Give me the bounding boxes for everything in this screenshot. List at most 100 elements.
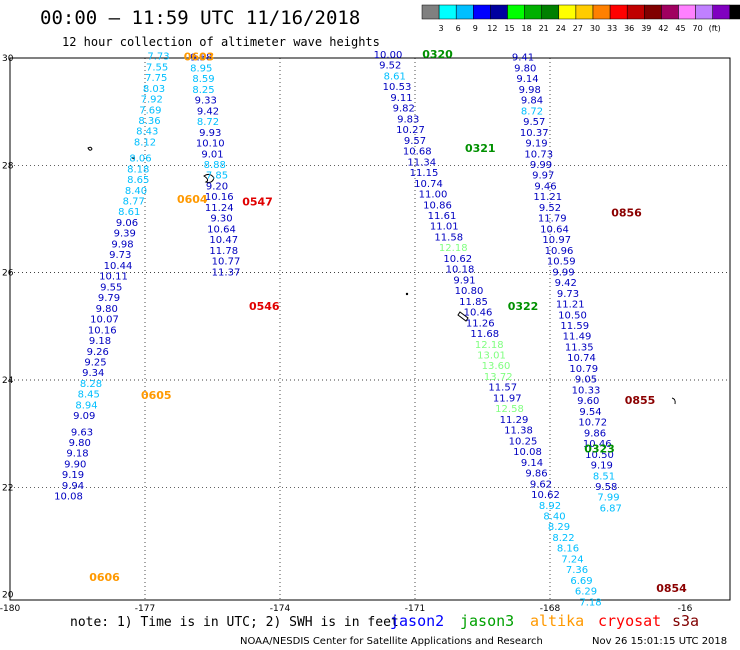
- wave-height-label: 10.68: [403, 147, 432, 158]
- wave-height-label: 9.98: [519, 85, 541, 96]
- wave-height-label: 9.18: [89, 336, 111, 347]
- wave-height-label: 9.42: [555, 278, 577, 289]
- wave-height-label: 11.29: [500, 415, 529, 426]
- scale-swatch: [678, 4, 696, 20]
- wave-height-label: 13.72: [484, 372, 513, 383]
- wave-height-label: 9.63: [71, 427, 93, 438]
- footer-note: note: 1) Time is in UTC; 2) SWH is in fe…: [70, 615, 399, 630]
- scale-label: (ft): [709, 24, 721, 33]
- legend-altika: altika: [530, 612, 584, 630]
- wave-height-label: 11.97: [493, 393, 522, 404]
- wave-height-label: 8.40: [125, 186, 147, 197]
- scale-label: 45: [675, 24, 685, 33]
- wave-height-label: 11.24: [205, 203, 234, 214]
- pass-time-cryosat: 0547: [242, 196, 273, 209]
- wave-height-label: 11.26: [466, 318, 495, 329]
- wave-height-label: 9.82: [393, 104, 415, 115]
- wave-height-label: 10.72: [578, 418, 607, 429]
- scale-label: 15: [504, 24, 514, 33]
- wave-height-label: 8.22: [552, 533, 574, 544]
- scale-label: 33: [607, 24, 617, 33]
- wave-height-label: 8.92: [539, 501, 561, 512]
- wave-height-label: 9.06: [116, 218, 138, 229]
- legend-s3a: s3a: [672, 612, 699, 630]
- wave-height-label: 9.94: [62, 481, 84, 492]
- wave-height-label: 10.53: [383, 82, 412, 93]
- wave-height-label: 10.86: [423, 200, 452, 211]
- wave-height-label: 10.64: [540, 224, 569, 235]
- wave-height-label: 9.73: [557, 289, 579, 300]
- wave-height-label: 10.16: [88, 325, 117, 336]
- wave-height-label: 12.58: [495, 404, 524, 415]
- scale-swatch: [695, 4, 713, 20]
- wave-height-label: 10.10: [196, 139, 225, 150]
- lat-tick-label: 28: [2, 161, 14, 171]
- wave-height-label: 9.80: [514, 63, 536, 74]
- wave-height-label: 8.16: [557, 544, 579, 555]
- wave-height-label: 10.00: [374, 50, 403, 61]
- wave-height-label: 11.58: [434, 232, 463, 243]
- wave-height-label: 9.73: [109, 250, 131, 261]
- pass-time-s3a: 0855: [625, 394, 656, 407]
- wave-height-label: 10.33: [572, 385, 601, 396]
- lon-tick-label: -180: [0, 604, 20, 614]
- wave-height-label: 8.72: [521, 106, 543, 117]
- wave-height-label: 10.50: [585, 450, 614, 461]
- wave-height-label: 9.98: [111, 239, 133, 250]
- wave-height-label: 9.57: [404, 136, 426, 147]
- wave-height-label: 9.83: [397, 114, 419, 125]
- wave-height-label: 9.57: [523, 117, 545, 128]
- map-frame: [9, 57, 731, 601]
- legend-cryosat: cryosat: [598, 612, 661, 630]
- wave-height-label: 9.18: [66, 449, 88, 460]
- pass-time-jason3: 0320: [422, 48, 453, 61]
- wave-height-label: 8.94: [75, 400, 97, 411]
- pass-time-jason3: 0323: [584, 442, 615, 455]
- wave-height-label: 9.52: [379, 61, 401, 72]
- wave-height-label: 10.96: [545, 246, 574, 257]
- footer-credit: NOAA/NESDIS Center for Satellite Applica…: [240, 636, 543, 647]
- wave-height-label: 8.88: [204, 160, 226, 171]
- legend-jason2: jason2: [390, 612, 444, 630]
- footer-timestamp: Nov 26 15:01:15 UTC 2018: [592, 636, 727, 647]
- pass-time-jason3: 0321: [465, 142, 496, 155]
- wave-height-label: 9.14: [516, 74, 538, 85]
- wave-height-label: 10.77: [212, 257, 241, 268]
- wave-height-label: 9.86: [525, 469, 547, 480]
- wave-height-label: 8.45: [78, 390, 100, 401]
- wave-height-label: 6.29: [575, 587, 597, 598]
- wave-height-label: 9.80: [69, 438, 91, 449]
- wave-height-label: 9.80: [96, 304, 118, 315]
- wave-height-label: 9.20: [206, 181, 228, 192]
- wave-height-label: 11.21: [533, 192, 562, 203]
- wave-height-label: 10.97: [542, 235, 571, 246]
- scale-swatch: [729, 4, 740, 20]
- scale-label: 9: [473, 24, 478, 33]
- wave-height-label: 11.59: [560, 321, 589, 332]
- wave-height-label: 11.85: [459, 297, 488, 308]
- lon-tick-label: -174: [270, 604, 291, 614]
- pass-time-altika: 0604: [177, 193, 208, 206]
- wave-height-label: 10.50: [558, 310, 587, 321]
- wave-height-label: 9.93: [199, 128, 221, 139]
- scale-swatch: [558, 4, 577, 20]
- scale-swatch: [592, 4, 611, 20]
- wave-height-label: 8.18: [127, 164, 149, 175]
- scale-label: 27: [573, 24, 583, 33]
- scale-swatch: [473, 4, 491, 20]
- wave-height-label: 7.69: [139, 105, 161, 116]
- scale-swatch: [575, 4, 594, 20]
- wave-height-label: 9.84: [521, 96, 543, 107]
- scale-swatch: [661, 4, 679, 20]
- scale-label: 42: [658, 24, 668, 33]
- pass-time-cryosat: 0546: [249, 300, 280, 313]
- scale-label: 6: [456, 24, 461, 33]
- wave-height-label: 9.19: [62, 470, 84, 481]
- wave-height-label: 10.64: [207, 224, 236, 235]
- wave-height-label: 6.69: [570, 576, 592, 587]
- wave-height-label: 9.34: [82, 368, 104, 379]
- pass-time-labels: 0603 0604 0605 0606 0547 0546 0320 0321 0322 0323…: [89, 48, 687, 595]
- wave-height-label: 9.30: [210, 214, 232, 225]
- scale-swatch: [626, 4, 645, 20]
